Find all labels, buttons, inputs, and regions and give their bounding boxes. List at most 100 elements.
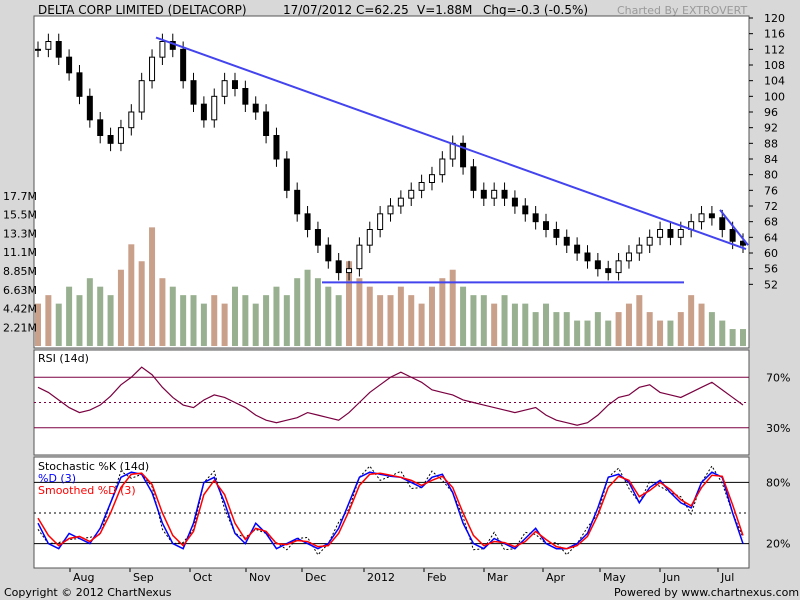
volume-bar <box>304 269 311 346</box>
price-candle <box>387 205 394 215</box>
volume-bar <box>553 312 560 346</box>
price-tick-label: 68 <box>764 216 778 229</box>
rsi-label: RSI (14d) <box>38 352 89 365</box>
volume-bar <box>646 312 653 346</box>
price-candle <box>180 48 187 82</box>
volume-bar <box>263 295 270 346</box>
price-candle <box>708 213 715 219</box>
price-candle <box>117 127 124 144</box>
price-candle <box>480 189 487 199</box>
volume-bar <box>657 320 664 346</box>
rsi-tick-70: 70% <box>766 371 790 384</box>
month-label: Oct <box>193 571 213 584</box>
volume-bar <box>636 295 643 346</box>
volume-tick-label: 11.1M <box>3 246 37 259</box>
price-candle <box>594 260 601 270</box>
price-tick-label: 104 <box>764 75 785 88</box>
volume-bar <box>97 286 104 346</box>
price-candle <box>294 189 301 215</box>
price-candle <box>149 56 156 82</box>
quote-date: 17/07/2012 <box>283 3 353 17</box>
volume-bar <box>729 329 736 346</box>
price-tick-label: 80 <box>764 169 778 182</box>
price-candle <box>439 158 446 176</box>
price-candle <box>636 244 643 254</box>
price-candle <box>283 158 290 191</box>
price-candle <box>252 103 259 113</box>
rsi-line <box>37 366 744 426</box>
volume-bar <box>480 295 487 346</box>
volume-bar <box>501 295 508 346</box>
volume-bar <box>211 295 218 346</box>
volume-bar <box>397 286 404 346</box>
price-candle <box>657 229 664 238</box>
volume-bar <box>439 278 446 346</box>
volume-bar <box>159 278 166 346</box>
price-candle <box>677 229 684 238</box>
volume-bar <box>574 320 581 346</box>
price-candle <box>242 88 249 105</box>
volume-bar <box>543 303 550 346</box>
price-candle <box>377 213 384 230</box>
powered-by-link[interactable]: Powered by www.chartnexus.com <box>614 586 800 599</box>
volume-bar <box>138 261 145 346</box>
volume-tick-label: 8.85M <box>3 265 37 278</box>
trendline-resistance <box>155 36 747 251</box>
price-tick-label: 108 <box>764 59 785 72</box>
volume-bar <box>688 295 695 346</box>
month-label: Apr <box>546 571 566 584</box>
volume-bar <box>231 286 238 346</box>
volume-tick-label: 13.3M <box>3 227 37 240</box>
price-candle <box>66 56 73 74</box>
rsi-tick-30: 30% <box>766 422 790 435</box>
stoch-smoothed-line <box>37 472 744 550</box>
volume-bar <box>346 261 353 346</box>
month-label: Jun <box>662 571 680 584</box>
volume-bar <box>35 303 41 346</box>
volume-bar <box>563 312 570 346</box>
price-candle <box>584 252 591 262</box>
price-candle <box>346 268 353 274</box>
price-candle <box>574 244 581 254</box>
price-candle <box>356 244 363 270</box>
month-label: Sep <box>133 571 154 584</box>
volume-bar <box>387 295 394 346</box>
quote-volume: V=1.88M <box>417 3 473 17</box>
price-candle <box>314 229 321 246</box>
volume-bar <box>449 269 456 346</box>
month-label: 2012 <box>367 571 395 584</box>
volume-bar <box>221 303 228 346</box>
volume-bar <box>377 295 384 346</box>
month-label: May <box>603 571 626 584</box>
volume-bar <box>470 295 477 346</box>
price-candle <box>646 236 653 246</box>
volume-tick-label: 6.63M <box>3 284 37 297</box>
price-candle <box>418 182 425 191</box>
volume-bar <box>418 303 425 346</box>
price-tick-label: 88 <box>764 137 778 150</box>
volume-bar <box>491 303 498 346</box>
volume-bar <box>180 295 187 346</box>
volume-bar <box>625 303 632 346</box>
price-candle <box>55 41 62 58</box>
volume-bar <box>667 320 674 346</box>
volume-bar <box>594 312 601 346</box>
price-tick-label: 64 <box>764 231 778 244</box>
volume-bar <box>335 295 342 346</box>
price-candle <box>408 189 415 199</box>
volume-bar <box>366 286 373 346</box>
copyright-text: Copyright © 2012 ChartNexus <box>4 586 172 599</box>
price-candle <box>522 205 529 215</box>
volume-bar <box>605 320 612 346</box>
volume-bar <box>76 295 83 346</box>
volume-bar <box>511 303 518 346</box>
price-candle <box>625 252 632 262</box>
price-candle <box>428 174 435 184</box>
price-candle <box>76 72 83 97</box>
chart-credit: Charted By EXTROVERT <box>617 4 748 17</box>
volume-bar <box>128 244 135 346</box>
volume-bar <box>45 295 52 346</box>
volume-bar <box>294 278 301 346</box>
volume-bar <box>242 295 249 346</box>
price-candle <box>97 119 104 137</box>
